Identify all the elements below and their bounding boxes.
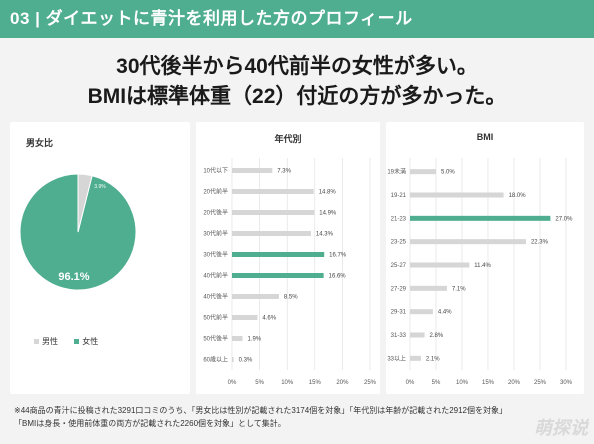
legend-swatch-female [74,339,80,345]
bar [232,231,311,236]
value-label: 0.3% [239,358,253,364]
bar [410,332,425,338]
headline: 30代後半から40代前半の女性が多い。 BMIは標準体重（22）付近の方が多かっ… [0,52,594,112]
watermark-logo: 萌探说 [534,418,588,438]
value-label: 11.4% [474,263,491,269]
category-label: 27-29 [391,286,407,292]
gender-pie-chart: 96.1% 3.9% [19,173,137,291]
header-title: 03 | ダイエットに青汁を利用した方のプロフィール [10,9,413,28]
value-label: 16.7% [329,253,347,259]
category-label: 30代後半 [203,251,228,259]
bmi-bar-chart: 0% 5% 10% 15% 20% 25% 30% 19未満 5.0% 19-21 18.0% 21-… [387,158,573,386]
age-panel: 年代別 0% 5% 10% 15% 20% 25% 10代以下 7.3% 20代前半 14.8% 2… [196,122,380,394]
headline-line-1: 30代後半から40代前半の女性が多い。 [116,55,478,78]
category-label: 19未満 [387,168,406,176]
age-bar-chart: 0% 5% 10% 15% 20% 25% 10代以下 7.3% 20代前半 14.8% 20代後半… [203,158,377,386]
value-label: 7.1% [452,286,466,292]
gender-legend: 男性 女性 [34,336,112,347]
footnote: ※44商品の青汁に投稿された3291口コミのうち、「男女比は性別が記載された31… [14,404,534,430]
value-label: 16.6% [329,274,347,280]
bar [410,169,436,175]
legend-swatch-male [34,339,39,345]
category-label: 40代後半 [203,293,228,301]
pie-label-male: 3.9% [94,184,106,190]
value-label: 14.9% [319,211,337,217]
x-tick-label: 0% [228,380,237,386]
x-tick-label: 20% [336,380,349,386]
bmi-panel: BMI 0% 5% 10% 15% 20% 25% 30% 19未満 5.0% 19-21 18.0… [386,122,584,394]
value-label: 14.3% [316,232,334,238]
bar [232,294,279,299]
pie-label-female: 96.1% [58,271,89,283]
legend-label-male: 男性 [42,337,58,346]
category-label: 31-33 [391,333,407,339]
x-tick-label: 5% [255,380,264,386]
category-label: 30代前半 [203,230,228,238]
category-label: 23-25 [391,240,407,246]
value-label: 22.3% [531,240,549,246]
value-label: 2.8% [430,333,444,339]
x-tick-label: 0% [406,380,415,386]
value-label: 4.6% [262,316,276,322]
bar [410,239,526,245]
bar [410,285,447,291]
bar [232,189,314,194]
bar [410,309,433,315]
bar [232,168,273,173]
x-tick-label: 10% [456,380,469,386]
bar [410,192,504,198]
x-tick-label: 25% [364,380,377,386]
headline-line-2: BMIは標準体重（22）付近の方が多かった。 [87,85,507,108]
x-tick-label: 25% [534,380,547,386]
category-label: 40代前半 [203,272,228,280]
x-tick-label: 30% [560,380,573,386]
category-label: 60歳以上 [203,356,228,364]
legend-item-male: 男性 [34,337,58,346]
category-label: 33以上 [387,354,406,362]
x-tick-label: 20% [508,380,521,386]
value-label: 7.3% [277,169,291,175]
category-label: 20代前半 [203,188,228,196]
bar [410,215,551,221]
legend-item-female: 女性 [74,337,98,346]
bar [232,315,258,320]
category-label: 10代以下 [203,167,228,175]
category-label: 19-21 [391,193,407,199]
gender-ratio-title: 男女比 [26,138,54,148]
category-label: 50代前半 [203,314,228,322]
value-label: 5.0% [441,170,455,176]
footnote-line-1: ※44商品の青汁に投稿された3291口コミのうち、「男女比は性別が記載された31… [14,406,507,415]
value-label: 14.8% [319,190,337,196]
value-label: 1.9% [247,337,261,343]
category-label: 25-27 [391,263,407,269]
age-chart-title: 年代別 [274,134,302,144]
value-label: 18.0% [509,193,527,199]
bar [232,336,243,341]
bar [232,357,234,362]
bar [232,273,324,278]
value-label: 8.5% [284,295,298,301]
value-label: 27.0% [555,216,573,222]
category-label: 50代後半 [203,335,228,343]
bar [410,355,421,361]
legend-label-female: 女性 [82,337,99,346]
bar [232,210,315,215]
footnote-line-2: 「BMIは身長・使用前体重の両方が記載された2260個を対象」として集計。 [14,419,286,428]
gender-ratio-panel: 男女比 96.1% 3.9% 男性 女性 [10,122,190,394]
bar [232,252,325,257]
x-tick-label: 5% [432,380,441,386]
pie-slice-male [77,173,93,233]
x-tick-label: 15% [309,380,322,386]
value-label: 4.4% [438,310,452,316]
category-label: 29-31 [391,310,407,316]
value-label: 2.1% [426,356,440,362]
x-tick-label: 10% [281,380,294,386]
header-bar: 03 | ダイエットに青汁を利用した方のプロフィール [0,0,594,38]
category-label: 21-23 [391,216,407,222]
bar [410,262,470,268]
x-tick-label: 15% [482,380,495,386]
category-label: 20代後半 [203,209,228,217]
bmi-chart-title: BMI [476,132,494,142]
